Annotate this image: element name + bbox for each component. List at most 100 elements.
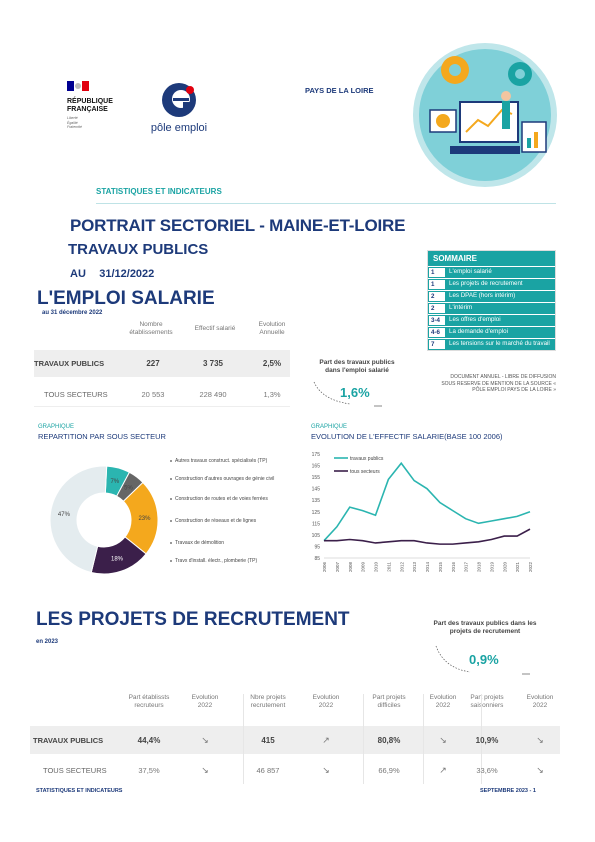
column-separator [423, 694, 424, 784]
table-cell: 3 735 [202, 359, 224, 368]
table-cell: 20 553 [141, 390, 165, 399]
table-cell: 66,9% [378, 766, 400, 775]
recrutement-column-header: Nbre projets recrutement [250, 694, 286, 709]
sommaire-item-label: Les tensions sur le marché du travail [449, 340, 550, 347]
trend-arrow-icon: ↗ [322, 735, 330, 745]
col-etablissements: Nombre établissements [129, 321, 173, 336]
line-chart: 85 95 105 115 125 135 145 155 165 175 2006 2007 2008… [312, 452, 533, 573]
x-tick-label: 2012 [399, 562, 404, 573]
x-tick-label: 2011 [386, 562, 391, 572]
sommaire-item[interactable]: 1 L'emploi salarié [428, 267, 555, 278]
x-tick-label: 2007 [335, 562, 340, 573]
marianne-icon [67, 81, 89, 91]
sommaire-item[interactable]: 1 Les projets de recrutement [428, 279, 555, 290]
line-small-label: GRAPHIQUE [311, 424, 348, 430]
republique-text: RÉPUBLIQUE FRANÇAISE [67, 98, 113, 113]
gear-icon [441, 56, 469, 84]
x-tick-label: 2020 [502, 562, 507, 573]
table-cell: 33,6% [476, 766, 498, 775]
pie-legend-label: Construction de réseaux et de lignes [175, 518, 257, 524]
legend-bullet [170, 560, 172, 562]
pie-slice-label: 23% [138, 516, 151, 522]
y-tick-label: 175 [312, 452, 321, 458]
trend-arrow-icon: ↘ [201, 765, 209, 775]
pie-legend-item: Construction d'autres ouvrages de génie … [170, 476, 280, 482]
table-cell: 227 [146, 359, 160, 368]
table-row-band [34, 350, 290, 377]
date-line: AU 31/12/2022 [70, 268, 155, 280]
trend-arrow-icon: ↘ [536, 765, 544, 775]
legend-bullet [170, 542, 172, 544]
recrutement-column-header: Evolution 2022 [191, 694, 219, 709]
column-separator [363, 694, 364, 784]
sommaire-item[interactable]: 2 L'intérim [428, 303, 555, 314]
footer-left: STATISTIQUES ET INDICATEURS [36, 788, 123, 794]
pie-legend-item: Construction de routes et de voies ferré… [170, 496, 280, 502]
x-tick-label: 2006 [322, 562, 327, 573]
legend-label: tous secteurs [350, 469, 380, 475]
sommaire-title: SOMMAIRE [428, 251, 555, 266]
col-evolution: Evolution Annuelle [258, 321, 286, 336]
sommaire-item[interactable]: 3-4 Les offres d'emploi [428, 315, 555, 326]
sommaire-item[interactable]: 2 Les DPAE (hors intérim) [428, 291, 555, 302]
part-emploi-gauge [313, 381, 382, 407]
pole-emploi-e-icon [162, 83, 196, 117]
trend-arrow-icon: ↘ [536, 735, 544, 745]
y-tick-label: 145 [312, 487, 321, 493]
pie-legend-item: Travaux de démolition [170, 540, 280, 546]
pie-small-label: GRAPHIQUE [38, 424, 75, 430]
part-emploi-value: 1,6% [340, 385, 370, 400]
y-tick-label: 115 [312, 521, 320, 527]
sommaire-item-label: Les projets de recrutement [449, 280, 523, 287]
header-illustration [413, 43, 557, 187]
x-tick-label: 2016 [451, 562, 456, 573]
y-tick-label: 125 [312, 510, 321, 516]
y-tick-label: 85 [314, 556, 320, 562]
x-tick-label: 2014 [425, 562, 430, 573]
pie-slice [49, 465, 108, 574]
part-emploi-label: Part des travaux publics dans l'emploi sa… [319, 359, 395, 374]
x-tick-label: 2022 [528, 562, 533, 573]
motto-text: Liberté Égalité Fraternité [67, 116, 82, 129]
table-cell: 37,5% [138, 766, 160, 775]
sommaire-page-number: 7 [428, 339, 446, 350]
part-recrutement-gauge [435, 645, 530, 675]
x-tick-label: 2021 [515, 562, 520, 573]
x-tick-label: 2008 [348, 562, 353, 573]
pie-legend-label: Construction de routes et de voies ferré… [175, 496, 268, 502]
sommaire-item-label: La demande d'emploi [449, 328, 508, 335]
header-divider [96, 203, 556, 204]
legend-bullet [170, 460, 172, 462]
pie-legend-label: Construction d'autres ouvrages de génie … [175, 476, 275, 482]
recrutement-table: Part établissts recruteurs Evolution 2022… [30, 694, 560, 784]
series-line [323, 461, 531, 542]
series-line [324, 528, 531, 545]
sommaire-item-label: Les offres d'emploi [449, 316, 501, 323]
column-separator [243, 694, 244, 784]
x-tick-label: 2015 [438, 562, 443, 573]
table-row-label: TRAVAUX PUBLICS [33, 736, 104, 745]
table-row-label: TOUS SECTEURS [44, 390, 108, 399]
sommaire-item[interactable]: 7 Les tensions sur le marché du travail [428, 339, 555, 350]
pie-title: REPARTITION PAR SOUS SECTEUR [38, 432, 166, 441]
pie-legend-item: Autres travaux construct. spécialisés (T… [170, 458, 280, 464]
pie-legend-item: Construction de réseaux et de lignes [170, 518, 280, 524]
pie-slice-label: 7% [110, 479, 119, 485]
table-cell: 415 [261, 736, 275, 745]
line-title: EVOLUTION DE L'EFFECTIF SALARIE(BASE 100… [311, 432, 503, 441]
col-effectif: Effectif salarié [194, 325, 236, 332]
pole-emploi-logo: pôle emploi [148, 80, 210, 134]
x-tick-label: 2009 [361, 562, 366, 573]
legend-bullet [170, 478, 172, 480]
sommaire-item-label: Les DPAE (hors intérim) [449, 292, 516, 299]
sommaire-page-number: 3-4 [428, 315, 446, 326]
table-cell: 10,9% [475, 736, 499, 745]
x-tick-label: 2019 [489, 562, 494, 573]
y-tick-label: 165 [312, 464, 321, 470]
trend-arrow-icon: ↘ [439, 735, 447, 745]
table-cell: 80,8% [377, 736, 401, 745]
sommaire-page-number: 2 [428, 291, 446, 302]
part-recrutement-value: 0,9% [469, 652, 499, 667]
sommaire-item[interactable]: 4-6 La demande d'emploi [428, 327, 555, 338]
pie-legend-item: Travx d'install. électr., plomberie (TP) [170, 558, 280, 564]
